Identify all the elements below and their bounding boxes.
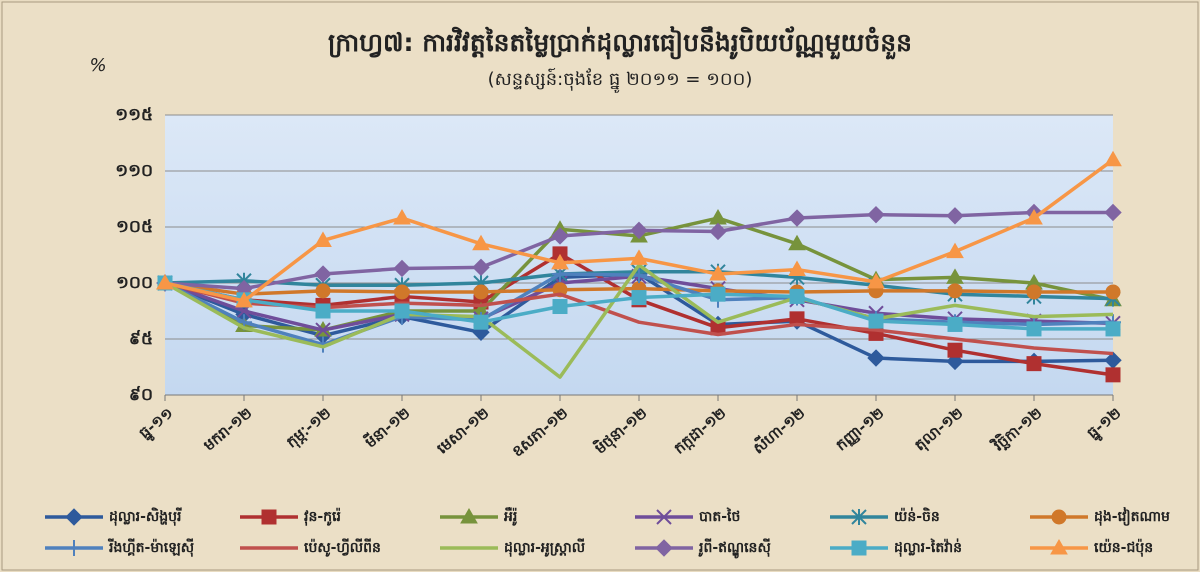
legend-label: ប៉េសូ-ហ្វីលីពីន <box>304 538 381 557</box>
marker <box>65 508 83 526</box>
marker <box>315 322 331 338</box>
marker <box>473 314 489 330</box>
marker <box>1105 321 1121 337</box>
marker <box>394 284 410 300</box>
y-tick-label: ១១៥ <box>115 105 153 125</box>
marker <box>655 539 673 557</box>
series-line <box>164 263 1114 379</box>
marker <box>1104 203 1122 222</box>
marker <box>630 249 648 265</box>
marker <box>473 284 489 300</box>
marker <box>472 234 490 251</box>
y-tick-label: ៩០ <box>129 385 153 405</box>
marker <box>946 207 964 225</box>
marker <box>551 253 569 270</box>
legend-label: ដុល្លារ-អូស្ត្រាលី <box>504 538 585 557</box>
legend-label: ដុល្លារ-តៃវ៉ាន់ <box>894 538 962 557</box>
marker <box>1026 321 1042 337</box>
marker <box>868 313 884 329</box>
marker <box>261 509 277 525</box>
marker <box>630 221 648 240</box>
marker <box>1050 538 1068 555</box>
y-tick-label: ៩៥ <box>129 329 153 349</box>
chart-title: ក្រាហ្វ៧: ការវិវត្តនៃតម្លៃប្រាក់ដុល្លារធ… <box>328 26 912 60</box>
marker <box>1105 284 1121 300</box>
legend-label: វុន-កូរ៉េ <box>304 507 341 526</box>
marker <box>656 509 672 525</box>
y-tick-label: ១០០ <box>116 273 153 293</box>
marker <box>1026 284 1042 300</box>
chart-subtitle: (សន្ទស្សន៍:ចុងខែ ធ្នូ ២០១១ = ១០០) <box>488 67 753 93</box>
marker <box>788 234 806 251</box>
marker <box>1051 509 1067 525</box>
marker <box>315 303 331 319</box>
marker <box>947 316 963 332</box>
marker <box>631 290 647 306</box>
legend-label: ដុង-វៀតណាម <box>1094 507 1170 526</box>
marker <box>851 509 867 525</box>
legend-label: យ៉េន-ជប៉ុន <box>1094 538 1153 557</box>
marker <box>947 283 963 299</box>
marker <box>460 507 478 524</box>
legend-label: រូពី-ឥណ្ឌូនេស៊ី <box>697 538 770 559</box>
marker <box>156 273 174 290</box>
marker <box>393 209 411 225</box>
marker <box>235 291 253 308</box>
marker <box>788 209 806 227</box>
legend-label: រីងហ្គីត-ម៉ាឡេស៊ី <box>107 538 194 557</box>
legend-label: យ៉ន់-ចិន <box>894 507 940 525</box>
marker <box>946 242 964 259</box>
marker <box>314 265 332 283</box>
marker <box>552 299 568 315</box>
legend-label: ដុល្លារ-សិង្ហបុរី <box>109 507 182 526</box>
marker <box>709 265 727 281</box>
marker <box>788 260 806 277</box>
marker <box>1104 150 1122 167</box>
marker <box>851 540 867 556</box>
y-axis-label: % <box>89 55 106 76</box>
marker <box>393 259 411 278</box>
marker <box>709 222 727 241</box>
marker <box>472 258 490 277</box>
y-tick-label: ១០៥ <box>116 217 153 237</box>
marker <box>394 303 410 319</box>
marker <box>947 342 963 358</box>
marker <box>1105 367 1121 383</box>
y-tick-label: ១១០ <box>115 161 153 181</box>
marker <box>551 227 569 245</box>
legend-label: អឺរ៉ូ <box>504 507 517 526</box>
marker <box>867 272 885 289</box>
marker <box>710 286 726 302</box>
marker <box>1025 209 1043 225</box>
marker <box>867 205 885 224</box>
marker <box>314 231 332 247</box>
marker <box>1026 356 1042 372</box>
marker <box>315 283 331 299</box>
legend-label: បាត-ថៃ <box>699 507 740 525</box>
marker <box>66 540 82 556</box>
marker <box>789 288 805 304</box>
marker <box>867 349 885 367</box>
